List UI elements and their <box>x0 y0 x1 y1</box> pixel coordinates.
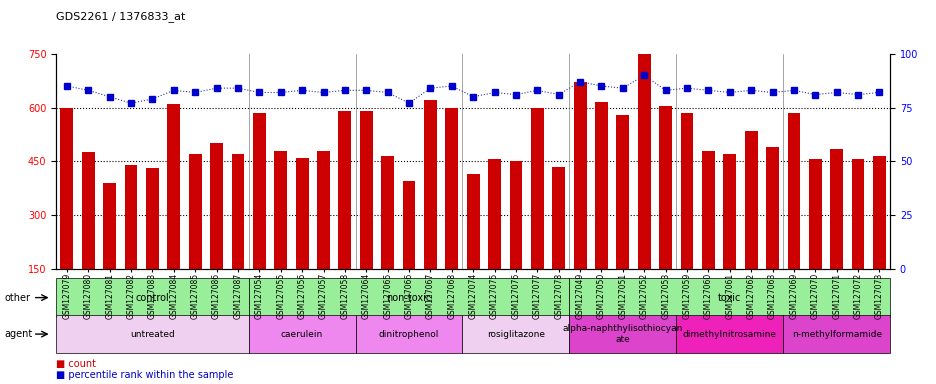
Text: ■ count: ■ count <box>56 359 96 369</box>
Bar <box>253 113 266 269</box>
Bar <box>338 111 351 269</box>
Bar <box>637 54 650 269</box>
Bar <box>766 147 778 269</box>
Text: dimethylnitrosamine: dimethylnitrosamine <box>682 329 776 339</box>
Bar <box>445 108 458 269</box>
Bar <box>381 156 394 269</box>
Text: rosiglitazone: rosiglitazone <box>487 329 545 339</box>
Bar <box>509 161 521 269</box>
Bar <box>551 167 564 269</box>
Bar <box>296 158 308 269</box>
Bar <box>168 104 180 269</box>
Text: alpha-naphthylisothiocyan
ate: alpha-naphthylisothiocyan ate <box>563 324 682 344</box>
Bar <box>680 113 693 269</box>
Bar <box>316 151 329 269</box>
Bar <box>231 154 244 269</box>
Bar <box>124 165 138 269</box>
Text: non-toxic: non-toxic <box>386 293 431 303</box>
Bar <box>872 156 885 269</box>
Bar <box>531 108 543 269</box>
Bar <box>851 159 864 269</box>
Text: ■ percentile rank within the sample: ■ percentile rank within the sample <box>56 370 233 380</box>
Bar <box>81 152 95 269</box>
Text: caerulein: caerulein <box>281 329 323 339</box>
Bar <box>786 113 799 269</box>
Bar <box>146 169 159 269</box>
Text: control: control <box>136 293 169 303</box>
Text: n-methylformamide: n-methylformamide <box>791 329 881 339</box>
Bar <box>274 151 286 269</box>
Bar <box>829 149 842 269</box>
Bar <box>744 131 757 269</box>
Bar <box>61 108 73 269</box>
Bar <box>103 183 116 269</box>
Bar <box>188 154 201 269</box>
Bar <box>466 174 479 269</box>
Bar <box>359 111 373 269</box>
Bar <box>723 154 736 269</box>
Text: GDS2261 / 1376833_at: GDS2261 / 1376833_at <box>56 12 185 22</box>
Text: other: other <box>5 293 31 303</box>
Bar <box>402 181 415 269</box>
Text: dinitrophenol: dinitrophenol <box>378 329 439 339</box>
Bar <box>488 159 501 269</box>
Bar <box>808 159 821 269</box>
Text: toxic: toxic <box>717 293 740 303</box>
Bar <box>701 151 714 269</box>
Bar <box>594 102 607 269</box>
Bar <box>616 115 629 269</box>
Text: untreated: untreated <box>130 329 175 339</box>
Bar <box>210 143 223 269</box>
Text: agent: agent <box>5 329 33 339</box>
Bar <box>573 83 586 269</box>
Bar <box>424 100 436 269</box>
Bar <box>659 106 671 269</box>
